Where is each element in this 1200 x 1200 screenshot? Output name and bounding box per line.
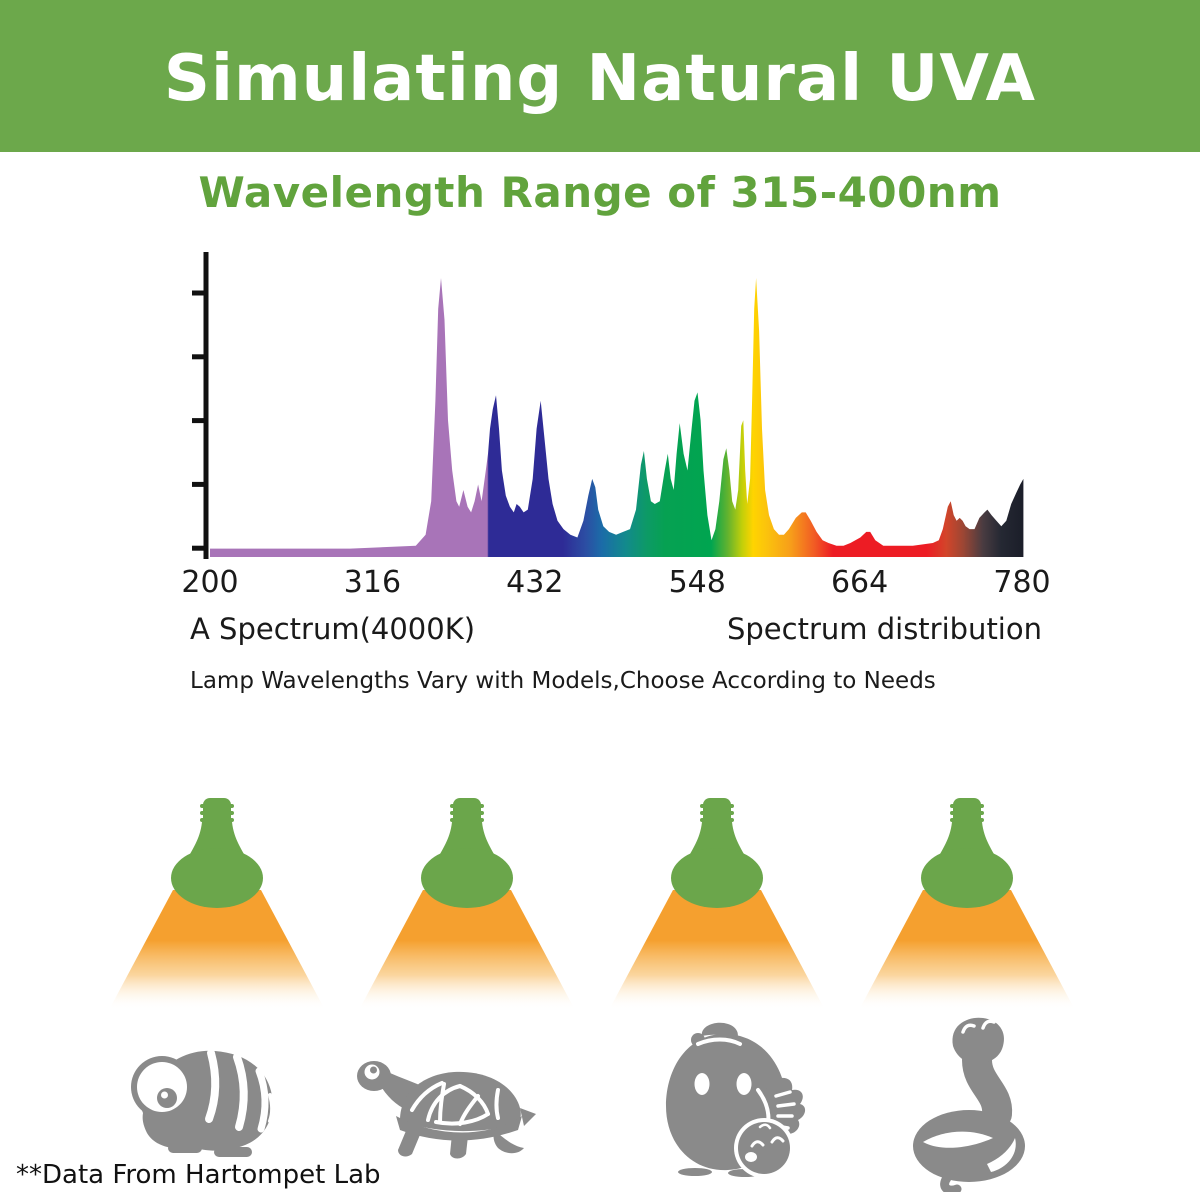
hen-with-chick-icon bbox=[666, 1022, 806, 1178]
subtitle: Wavelength Range of 315-400nm bbox=[198, 168, 1002, 217]
bulb-body bbox=[671, 798, 763, 908]
turtle-icon bbox=[357, 1061, 536, 1159]
snake-eye-left bbox=[961, 1023, 976, 1034]
snake-icon bbox=[913, 1017, 1025, 1192]
x-tick-label: 780 bbox=[993, 565, 1050, 600]
lamps-row bbox=[97, 798, 1087, 1013]
caption-spectrum-type: A Spectrum(4000K) bbox=[190, 612, 476, 646]
x-tick-label: 664 bbox=[831, 565, 888, 600]
light-beam bbox=[609, 890, 825, 1010]
lamp-wavelength-note: Lamp Wavelengths Vary with Models,Choose… bbox=[190, 668, 936, 694]
bulb-body bbox=[171, 798, 263, 908]
hen-eye-right bbox=[736, 1073, 752, 1095]
caption-spectrum-distribution: Spectrum distribution bbox=[726, 612, 1042, 646]
spectrum-area bbox=[210, 278, 1024, 557]
chameleon-icon bbox=[131, 1049, 275, 1157]
light-beam bbox=[859, 890, 1075, 1010]
uva-bulb-icon bbox=[347, 798, 587, 1013]
x-tick-label: 316 bbox=[344, 565, 401, 600]
hen-eye-left bbox=[694, 1073, 710, 1095]
x-tick-label: 432 bbox=[506, 565, 563, 600]
bulb-body bbox=[421, 798, 513, 908]
bulb-body bbox=[921, 798, 1013, 908]
uva-bulb-icon bbox=[597, 798, 837, 1013]
header-banner: Simulating Natural UVA bbox=[0, 0, 1200, 152]
uva-bulb-icon bbox=[97, 798, 337, 1013]
chick bbox=[738, 1122, 790, 1174]
light-beam bbox=[109, 890, 325, 1010]
x-tick-label: 200 bbox=[181, 565, 238, 600]
spectrum-chart: 200 316 432 548 664 780 bbox=[181, 252, 1051, 600]
data-source-note: **Data From Hartompet Lab bbox=[16, 1160, 381, 1190]
uva-bulb-icon bbox=[847, 798, 1087, 1013]
light-beam bbox=[359, 890, 575, 1010]
page-title: Simulating Natural UVA bbox=[163, 42, 1037, 116]
x-tick-label: 548 bbox=[669, 565, 726, 600]
snake-eye-right bbox=[981, 1019, 996, 1030]
